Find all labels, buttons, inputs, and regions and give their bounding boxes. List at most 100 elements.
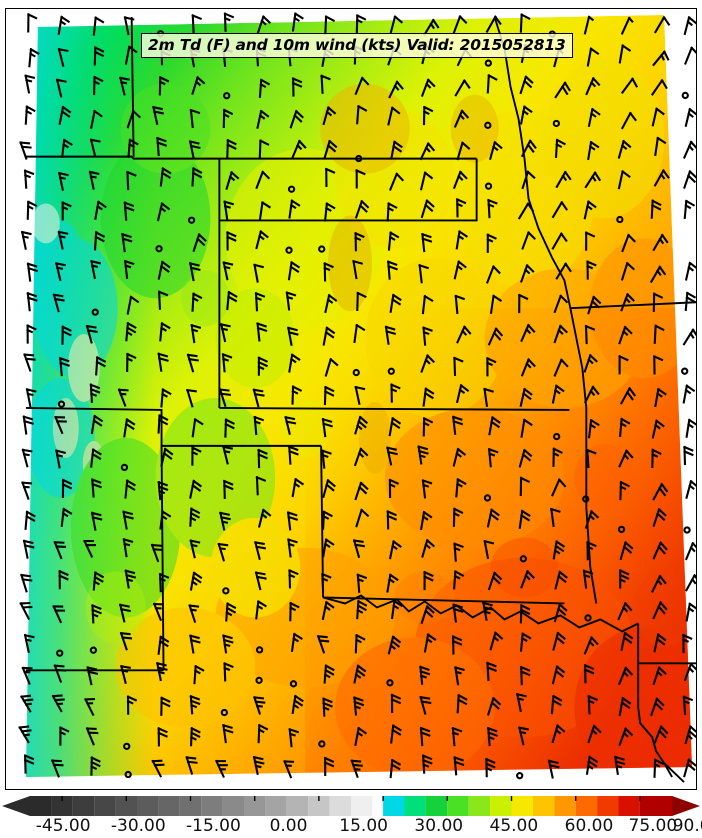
wind-barb: [482, 601, 494, 621]
wind-barb: [286, 511, 299, 531]
wind-barb: [20, 694, 34, 713]
wind-barb: [86, 666, 99, 686]
wind-barb: [157, 290, 169, 310]
wind-barb: [354, 415, 369, 435]
wind-barb: [519, 75, 534, 95]
wind-barb: [287, 260, 301, 281]
wind-barb: [582, 495, 590, 503]
wind-barb: [156, 662, 168, 682]
wind-barb: [85, 324, 98, 344]
wind-barb: [355, 169, 366, 189]
wind-barb: [285, 246, 293, 254]
wind-barb: [291, 477, 305, 498]
wind-barb: [518, 509, 531, 529]
wind-barb: [614, 755, 626, 776]
wind-barb: [93, 46, 105, 66]
wind-barb: [683, 170, 696, 189]
wind-barb: [620, 77, 639, 94]
wind-barb: [423, 633, 437, 653]
colorbar-segment: [265, 796, 287, 816]
colorbar-segment: [329, 796, 351, 816]
wind-barb: [452, 15, 468, 34]
wind-barb: [222, 261, 234, 281]
wind-barb: [189, 726, 201, 747]
wind-barb: [222, 634, 234, 654]
wind-barb: [486, 356, 497, 377]
wind-barb: [22, 415, 34, 435]
wind-barb: [484, 182, 493, 190]
wind-barb: [258, 139, 270, 159]
wind-barb: [287, 326, 299, 346]
wind-barb: [485, 15, 502, 33]
wind-barb: [185, 756, 198, 775]
wind-barb: [585, 448, 597, 469]
colorbar-tick-label-2: -15.00: [186, 816, 241, 836]
wind-barb: [586, 47, 600, 67]
wind-barb: [20, 230, 32, 250]
wind-barb: [653, 16, 671, 34]
wind-barb: [585, 76, 601, 96]
colorbar-segment: [51, 796, 73, 816]
wind-barb: [389, 293, 402, 313]
wind-barb: [26, 200, 38, 220]
wind-barb: [288, 199, 301, 219]
wind-barb: [252, 755, 265, 775]
wind-barb: [318, 245, 326, 253]
wind-barb: [350, 759, 363, 779]
wind-barb: [650, 574, 667, 593]
wind-barb: [455, 478, 467, 498]
wind-barb: [189, 634, 201, 654]
wind-barb: [650, 697, 665, 717]
wind-barb: [420, 78, 436, 98]
wind-barb: [354, 726, 368, 747]
wind-barb: [24, 74, 36, 94]
wind-barb: [117, 388, 129, 407]
wind-barb: [486, 74, 498, 94]
wind-barb: [484, 59, 492, 67]
wind-barb: [124, 569, 137, 589]
wind-barb: [58, 105, 72, 125]
wind-barb: [422, 326, 433, 346]
wind-barb: [252, 388, 265, 408]
wind-barb: [126, 170, 137, 191]
wind-barb: [21, 481, 33, 500]
wind-barb: [452, 603, 464, 623]
wind-barb: [225, 602, 237, 622]
wind-barb: [189, 507, 201, 527]
wind-barb: [53, 664, 67, 683]
wind-barb: [486, 661, 497, 682]
wind-barb: [456, 141, 471, 161]
wind-barb: [323, 202, 336, 222]
wind-barb: [122, 538, 134, 558]
wind-barb: [254, 291, 266, 312]
wind-barb: [650, 199, 662, 219]
wind-barb: [485, 757, 496, 778]
wind-barb: [353, 664, 367, 684]
wind-barb: [226, 290, 238, 311]
wind-barb: [653, 169, 670, 187]
wind-barb: [223, 200, 235, 220]
wind-barb: [123, 16, 135, 36]
wind-barb: [486, 726, 498, 747]
wind-barb: [682, 633, 693, 654]
wind-barb: [585, 755, 599, 775]
wind-barb: [19, 141, 32, 160]
wind-barb: [654, 136, 667, 156]
map-title: 2m Td (F) and 10m wind (kts) Valid: 2015…: [141, 33, 573, 58]
wind-barb: [516, 692, 527, 713]
wind-barb: [89, 138, 101, 158]
wind-barb: [186, 388, 197, 408]
colorbar-segment: [158, 796, 180, 816]
wind-barb: [652, 601, 668, 620]
wind-barb: [58, 171, 69, 191]
wind-barb: [55, 78, 67, 98]
wind-barb: [386, 260, 398, 280]
wind-barb: [157, 260, 171, 280]
wind-barb: [284, 416, 297, 436]
colorbar-tick-label-6: 45.00: [489, 816, 539, 836]
wind-barb: [483, 539, 495, 560]
wind-barb: [289, 601, 300, 622]
wind-barb: [291, 385, 303, 405]
wind-barb: [83, 539, 97, 558]
